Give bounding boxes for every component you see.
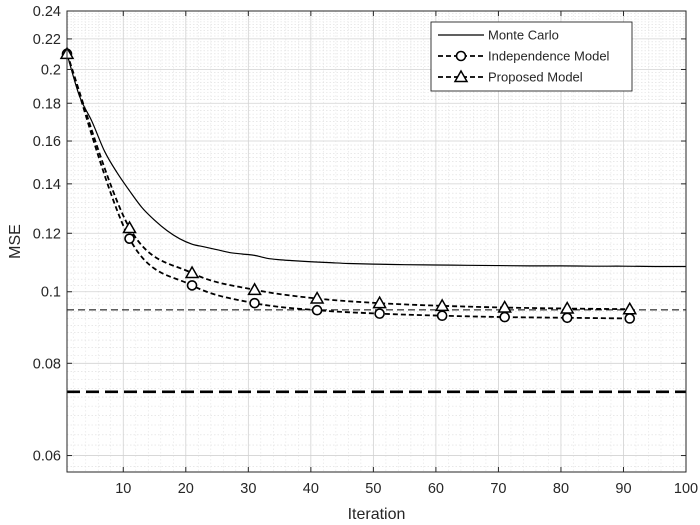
data-point-independence-model	[311, 304, 323, 316]
legend-label-independence-model: Independence Model	[488, 49, 610, 64]
data-point-proposed-model	[184, 265, 200, 279]
x-tick-label: 40	[303, 481, 319, 497]
y-tick-label: 0.2	[41, 62, 61, 78]
data-point-independence-model	[624, 313, 636, 324]
legend-label-monte-carlo: Monte Carlo	[488, 28, 559, 43]
data-point-proposed-model	[309, 291, 325, 304]
data-point-proposed-model	[247, 282, 262, 296]
data-point-proposed-model	[559, 301, 575, 314]
y-axis-ticks: 0.06 0.08 0.1 0.12 0.14 0.16 0.18 0.2 0.22 0.24	[33, 4, 686, 465]
data-point-independence-model	[499, 311, 510, 323]
y-tick-label: 0.1	[41, 285, 61, 301]
data-point-independence-model	[249, 297, 260, 309]
data-point-independence-model	[186, 280, 198, 291]
legend-marker-independence-model	[455, 50, 467, 62]
data-point-proposed-model	[434, 298, 450, 312]
x-axis-ticks: 10 20 30 40 50 60 70 80 90 100	[115, 11, 698, 497]
y-tick-label: 0.06	[33, 449, 61, 465]
data-point-independence-model	[436, 310, 448, 322]
y-tick-label: 0.22	[33, 32, 61, 48]
y-tick-label: 0.14	[33, 177, 61, 193]
legend-label-proposed-model: Proposed Model	[488, 70, 583, 85]
x-tick-label: 30	[240, 481, 256, 497]
legend: Monte Carlo Independence Model Proposed Mo…	[430, 21, 633, 92]
data-point-proposed-model	[622, 301, 638, 315]
x-tick-label: 60	[428, 481, 444, 497]
data-point-proposed-model	[497, 300, 512, 313]
x-tick-label: 90	[615, 481, 631, 497]
legend-marker-proposed-model	[453, 69, 469, 83]
x-tick-label: 50	[365, 481, 381, 497]
y-tick-label: 0.18	[33, 96, 61, 112]
x-tick-label: 70	[490, 481, 506, 497]
series-markers	[59, 46, 638, 324]
y-tick-label: 0.24	[33, 4, 61, 20]
series-line-monte-carlo	[66, 53, 687, 268]
x-axis-label: Iteration	[348, 506, 406, 523]
data-point-independence-model	[561, 312, 573, 324]
x-tick-label: 100	[674, 481, 698, 497]
plot-frame	[66, 10, 687, 473]
y-tick-label: 0.12	[33, 226, 61, 242]
y-tick-label: 0.08	[33, 356, 61, 372]
data-point-independence-model	[374, 308, 385, 319]
x-tick-label: 20	[178, 481, 194, 497]
data-point-proposed-model	[372, 295, 387, 309]
data-point-proposed-model	[122, 220, 137, 234]
y-axis-label: MSE	[7, 224, 24, 259]
y-tick-label: 0.16	[33, 134, 61, 150]
x-tick-label: 10	[115, 481, 131, 497]
data-point-independence-model	[124, 233, 135, 244]
x-tick-label: 80	[553, 481, 569, 497]
